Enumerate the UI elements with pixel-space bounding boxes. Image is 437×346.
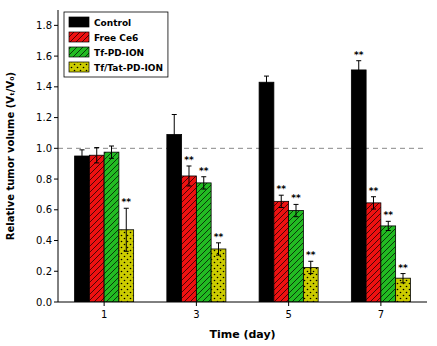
bar [274, 201, 289, 302]
legend-swatch [69, 62, 89, 72]
significance-label: ** [291, 193, 301, 203]
y-tick-label: 0.0 [36, 297, 52, 308]
error-bar [356, 61, 361, 79]
bar [366, 203, 381, 302]
significance-label: ** [122, 197, 132, 207]
error-bar [124, 208, 129, 251]
legend-frame [64, 12, 168, 77]
legend-swatch [69, 32, 89, 42]
x-tick-label: 7 [378, 309, 384, 320]
y-tick [54, 117, 58, 118]
significance-label: ** [384, 210, 394, 220]
y-tick [54, 179, 58, 180]
error-bar [186, 166, 191, 186]
bar [381, 226, 396, 302]
bar [182, 176, 197, 302]
y-tick-label: 0.4 [36, 235, 52, 246]
bar [196, 183, 211, 302]
error-bar [401, 274, 406, 283]
error-bar [294, 204, 299, 216]
error-bar [216, 243, 221, 255]
legend-swatch [69, 17, 89, 27]
x-axis-line [58, 302, 427, 303]
bar [289, 211, 304, 302]
legend-label: Tf/Tat-PD-ION [94, 63, 163, 73]
x-tick [380, 302, 381, 306]
error-bar [371, 197, 376, 209]
error-bar [264, 76, 269, 88]
legend-label: Tf-PD-ION [94, 48, 144, 58]
legend-label: Control [94, 18, 131, 28]
significance-label: ** [354, 50, 364, 60]
legend: Control Free Ce6 Tf-PD-ION Tf/Tat-PD-ION [64, 12, 168, 77]
x-tick [196, 302, 197, 306]
x-tick [104, 302, 105, 306]
y-axis-line [58, 10, 59, 302]
y-tick [54, 56, 58, 57]
y-tick-label: 0.2 [36, 266, 52, 277]
bar [104, 152, 119, 302]
bar [89, 155, 104, 302]
significance-label: ** [306, 250, 316, 260]
error-bar [94, 148, 99, 163]
y-tick-label: 0.6 [36, 204, 52, 215]
x-tick-label: 5 [285, 309, 291, 320]
plot-area [58, 61, 427, 302]
bar [211, 249, 226, 302]
y-tick-label: 1.8 [36, 20, 52, 31]
significance-label: ** [369, 186, 379, 196]
error-bar [279, 195, 284, 207]
error-bar [386, 221, 391, 230]
y-tick [54, 209, 58, 210]
significance-label: ** [199, 166, 209, 176]
significance-label: ** [398, 263, 408, 273]
y-tick [54, 25, 58, 26]
y-tick [54, 271, 58, 272]
y-tick [54, 240, 58, 241]
error-bar [109, 146, 114, 158]
significance-label: ** [214, 232, 224, 242]
error-bar [201, 177, 206, 189]
error-bar [172, 115, 177, 155]
x-tick-label: 3 [193, 309, 199, 320]
bar [75, 156, 90, 302]
reference-line [58, 148, 427, 149]
error-bar [79, 150, 84, 162]
x-tick-label: 1 [101, 309, 107, 320]
bar [167, 134, 182, 302]
y-tick-label: 1.0 [36, 143, 52, 154]
significance-label: ** [184, 155, 194, 165]
bar [351, 70, 366, 302]
x-axis-label: Time (day) [209, 328, 275, 341]
y-axis-label: Relative tumor volume (Vₜ/V₀) [5, 72, 16, 240]
y-tick [54, 148, 58, 149]
chart: ** ** ** ** ** ** ** ** ** ** ** 0.0 0.2 0.4 0.6 0.8 1.0… [0, 0, 437, 346]
x-tick [288, 302, 289, 306]
significance-label: ** [277, 184, 287, 194]
error-bar [308, 261, 313, 273]
legend-swatch [69, 47, 89, 57]
y-tick [54, 86, 58, 87]
y-tick-label: 0.8 [36, 174, 52, 185]
bar [259, 82, 274, 302]
y-tick-label: 1.4 [36, 81, 52, 92]
y-tick-label: 1.2 [36, 112, 52, 123]
y-tick [54, 302, 58, 303]
legend-label: Free Ce6 [94, 33, 138, 43]
y-tick-label: 1.6 [36, 51, 52, 62]
